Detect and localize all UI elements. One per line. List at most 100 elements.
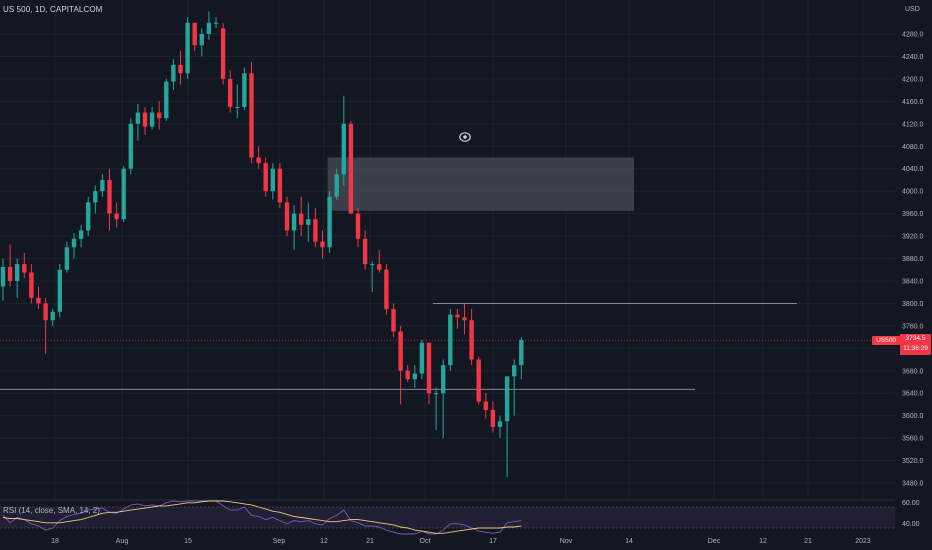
time-tick-label: 21 [804, 538, 812, 545]
candle[interactable] [164, 78, 169, 121]
candle[interactable] [7, 244, 13, 287]
candle[interactable] [114, 202, 119, 228]
candle[interactable] [504, 376, 510, 478]
candle-body [412, 373, 417, 380]
symbol-title[interactable]: US 500, 1D, CAPITALCOM [3, 5, 103, 14]
candle-body [249, 73, 254, 158]
candle[interactable] [263, 157, 268, 197]
candle[interactable] [377, 250, 382, 273]
candle-body [86, 202, 91, 231]
candle[interactable] [348, 120, 354, 214]
time-tick-label: 15 [184, 538, 192, 545]
candle[interactable] [355, 207, 361, 248]
time-tick-label: 12 [759, 538, 767, 545]
rsi-legend[interactable]: RSI (14, close, SMA, 14, 2) [3, 506, 100, 515]
candle[interactable] [128, 118, 133, 175]
candle[interactable] [483, 393, 488, 419]
candle[interactable] [405, 365, 410, 382]
candle[interactable] [135, 104, 141, 141]
candle[interactable] [199, 28, 204, 57]
candle-body [497, 421, 503, 427]
time-tick-label: Oct [420, 538, 431, 545]
candle[interactable] [370, 261, 375, 293]
candle-body [149, 112, 155, 127]
candle[interactable] [228, 70, 233, 113]
candle-body [206, 22, 212, 34]
candle[interactable] [462, 303, 467, 335]
candle[interactable] [50, 309, 55, 326]
candle[interactable] [36, 286, 41, 310]
eye-icon[interactable] [459, 131, 471, 143]
candle[interactable] [320, 230, 325, 259]
candle[interactable] [178, 50, 183, 85]
supply-zone[interactable] [327, 157, 634, 211]
candle-body [0, 266, 6, 287]
time-tick-label: Dec [708, 538, 721, 545]
time-tick-label: Aug [116, 538, 129, 545]
candle[interactable] [448, 309, 453, 371]
candle[interactable] [15, 258, 20, 298]
candle[interactable] [220, 22, 226, 85]
candle[interactable] [362, 230, 368, 270]
candle[interactable] [93, 185, 98, 214]
candle[interactable] [327, 191, 332, 253]
candle[interactable] [206, 11, 212, 40]
candle[interactable] [71, 233, 77, 259]
candle[interactable] [426, 342, 432, 405]
candle[interactable] [22, 252, 27, 279]
time-axis[interactable]: 18 Aug 15 Sep 12 21 Oct 17 Nov 14 Dec 12 21 2023 [51, 538, 871, 545]
candle[interactable] [235, 84, 240, 119]
candle-body [164, 81, 169, 119]
candle[interactable] [419, 339, 425, 380]
candle[interactable] [512, 359, 517, 416]
candle-body [519, 339, 524, 366]
candle[interactable] [64, 241, 70, 273]
candle[interactable] [142, 106, 148, 136]
candle[interactable] [107, 168, 112, 231]
candle[interactable] [100, 174, 105, 197]
candle[interactable] [391, 303, 396, 338]
candle[interactable] [334, 168, 339, 200]
candle[interactable] [469, 309, 474, 366]
candle[interactable] [249, 62, 254, 164]
candle[interactable] [384, 264, 389, 315]
candle[interactable] [185, 17, 190, 79]
candle[interactable] [78, 224, 84, 248]
candle[interactable] [284, 196, 290, 237]
candle[interactable] [412, 365, 417, 388]
candle[interactable] [455, 309, 460, 329]
candle[interactable] [256, 146, 261, 169]
candle[interactable] [121, 165, 126, 223]
candle[interactable] [341, 95, 346, 186]
candle[interactable] [441, 359, 446, 439]
candle[interactable] [57, 264, 62, 318]
candle[interactable] [270, 163, 275, 200]
candle[interactable] [313, 207, 318, 248]
candle[interactable] [291, 205, 297, 251]
candle[interactable] [497, 415, 503, 439]
candle[interactable] [277, 163, 283, 208]
candle-body [348, 123, 354, 214]
candle[interactable] [0, 258, 6, 301]
candle[interactable] [86, 196, 91, 237]
candle[interactable] [476, 356, 481, 405]
candle[interactable] [43, 297, 48, 354]
candle-body [135, 112, 141, 124]
candle[interactable] [157, 101, 162, 130]
candle-body [213, 22, 219, 24]
candle-body [334, 174, 339, 197]
candle[interactable] [490, 401, 496, 433]
candle[interactable] [242, 67, 247, 110]
candle[interactable] [213, 17, 219, 29]
candle[interactable] [171, 59, 176, 91]
candle[interactable] [29, 264, 34, 304]
candle[interactable] [306, 202, 311, 242]
candle[interactable] [433, 387, 439, 430]
price-axis[interactable]: 4280.0 4240.0 4200.0 4160.0 4120.0 4080.0 4040… [902, 32, 924, 488]
candle[interactable] [519, 337, 524, 380]
candle[interactable] [299, 196, 304, 237]
candle[interactable] [398, 325, 403, 405]
candle[interactable] [149, 106, 155, 130]
candle[interactable] [192, 22, 197, 51]
